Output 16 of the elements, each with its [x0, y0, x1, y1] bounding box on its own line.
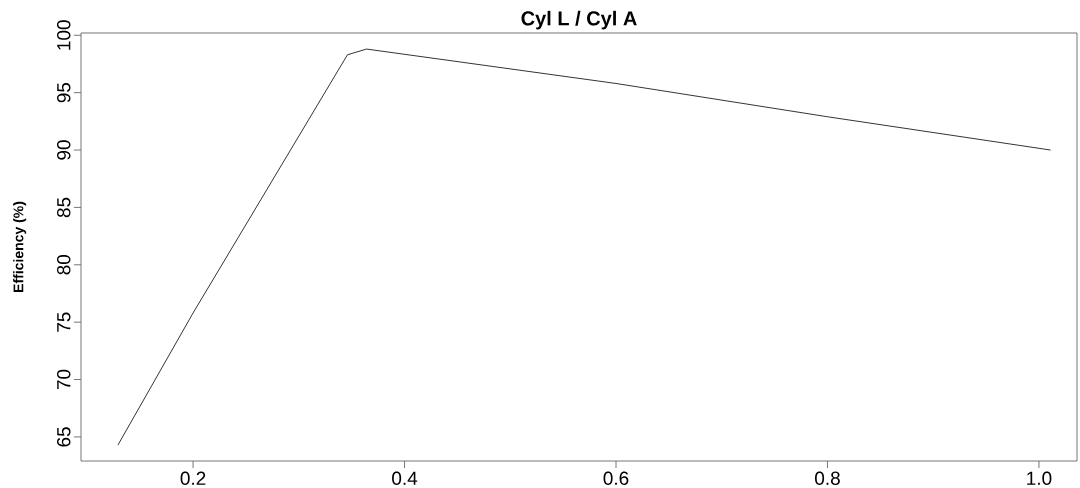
y-tick-label: 100: [57, 20, 71, 50]
x-tick-label: 0.8: [815, 471, 840, 485]
y-tick-label: 70: [57, 369, 71, 390]
x-tick-label: 0.6: [603, 471, 629, 485]
y-tick-label: 95: [57, 82, 71, 103]
y-tick-label: 85: [57, 197, 71, 218]
chart-title: Cyl L / Cyl A: [521, 10, 637, 30]
y-axis-title: Efficiency (%): [13, 201, 27, 292]
y-tick-label: 65: [57, 427, 71, 447]
y-tick-label: 75: [57, 312, 71, 332]
x-tick-label: 1.0: [1027, 471, 1052, 485]
y-tick-label: 90: [57, 140, 71, 160]
x-tick-label: 0.4: [392, 471, 418, 485]
line-series: [117, 48, 1051, 446]
x-tick-label: 0.2: [180, 471, 206, 485]
y-tick-label: 80: [57, 254, 71, 275]
